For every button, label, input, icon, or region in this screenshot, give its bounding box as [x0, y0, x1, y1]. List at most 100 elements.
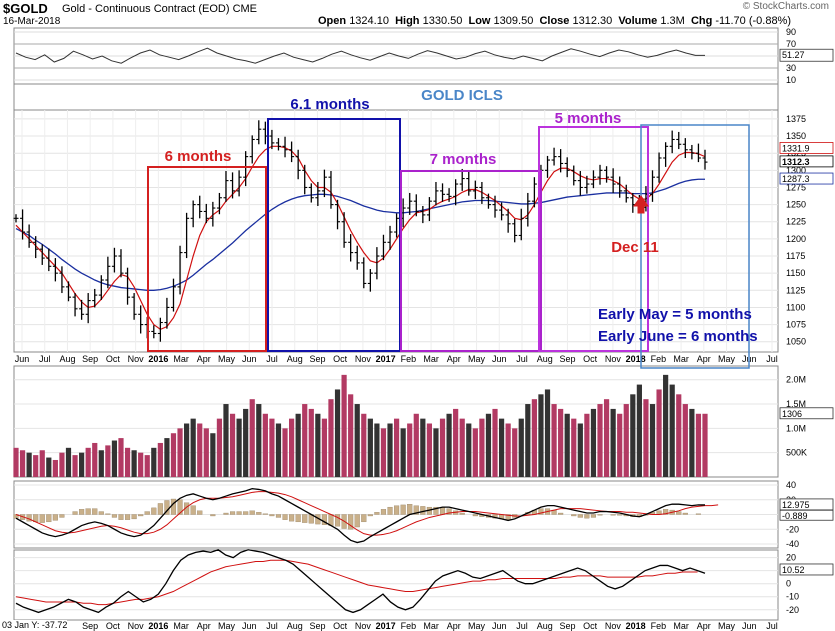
- macd-hist-bar: [282, 514, 288, 520]
- price-bar: [190, 200, 196, 228]
- price-bar: [426, 197, 432, 222]
- x-tick-label: Oct: [333, 354, 348, 364]
- price-bar: [492, 195, 498, 218]
- x-tick-label: May: [718, 354, 736, 364]
- volume-bar: [243, 408, 249, 477]
- volume-bar: [124, 447, 131, 477]
- volume-bar: [663, 374, 669, 477]
- price-tick-label: 1150: [786, 268, 805, 278]
- volume-bar: [184, 423, 190, 477]
- price-tick-label: 1125: [786, 285, 805, 295]
- macd-hist-bar: [236, 511, 242, 515]
- price-bar: [433, 181, 439, 206]
- x-tick-label: Mar: [673, 354, 689, 364]
- early-may-label: Early May = 5 months: [598, 306, 752, 323]
- volume-bar: [46, 457, 52, 477]
- volume-tick-label: 1.5M: [786, 399, 806, 409]
- x-tick-label: 2017: [376, 354, 396, 364]
- macd-hist-bar: [210, 514, 216, 517]
- price-bar: [131, 293, 137, 320]
- x-tick-label: Nov: [605, 354, 622, 364]
- price-bar: [289, 141, 295, 163]
- x-tick-label: Aug: [537, 354, 553, 364]
- macd-hist-bar: [229, 511, 236, 515]
- macd-hist-bar: [289, 514, 295, 522]
- macd-hist-bar: [348, 514, 354, 530]
- x-tick-label: 2018: [626, 354, 646, 364]
- volume-bar: [210, 433, 216, 477]
- volume-bar: [26, 452, 32, 477]
- bottom-x-tick-label: Feb: [651, 621, 667, 631]
- bottom-x-tick-label: May: [218, 621, 236, 631]
- volume-bar: [466, 423, 472, 477]
- volume-bar: [472, 428, 478, 477]
- macd-value-label: 12.975: [782, 500, 810, 510]
- macd-hist-bar: [433, 506, 439, 515]
- rsi-tick-label: 10: [786, 75, 796, 85]
- price-bar: [676, 131, 682, 150]
- price-bar: [597, 164, 603, 185]
- volume-bar: [164, 438, 170, 477]
- cycle-box-1: [147, 166, 267, 352]
- volume-bar: [59, 452, 65, 477]
- volume-tick-label: 1.0M: [786, 423, 806, 433]
- volume-bar: [623, 404, 629, 477]
- price-bar: [46, 248, 52, 272]
- price-bar: [341, 212, 347, 248]
- macd-hist-bar: [597, 514, 603, 516]
- bottom-x-tick-label: Aug: [537, 621, 553, 631]
- price-tag-box: [779, 142, 834, 154]
- bottom-x-tick-label: Oct: [583, 621, 598, 631]
- macd-hist-value-box: [779, 509, 834, 521]
- price-bar: [125, 267, 131, 305]
- volume-bar: [282, 428, 288, 477]
- bottom-x-tick-label: Jun: [492, 621, 507, 631]
- volume-bar: [111, 440, 118, 477]
- macd-hist-bar: [157, 503, 163, 515]
- volume-tick-label: 500K: [786, 448, 807, 458]
- volume-bar: [269, 418, 275, 477]
- price-bar: [98, 275, 104, 300]
- price-bar: [413, 194, 419, 217]
- price-bar: [79, 299, 85, 320]
- volume-bar: [13, 447, 19, 477]
- panel-osc-frame: [13, 549, 779, 621]
- symbol-label: $GOLD: [3, 1, 48, 16]
- bottom-x-tick-label: Jul: [516, 621, 528, 631]
- volume-bar: [682, 404, 688, 477]
- bottom-x-tick-label: 2018: [626, 621, 646, 631]
- volume-bar: [407, 423, 413, 477]
- volume-bar: [33, 455, 39, 477]
- bottom-x-tick-label: 2016: [148, 621, 168, 631]
- volume-value-label: 1306: [782, 409, 802, 419]
- volume-bar: [341, 374, 347, 477]
- macd-hist-bar: [354, 514, 360, 528]
- volume-bar: [72, 455, 78, 477]
- early-june-label: Early June = 6 months: [598, 328, 758, 345]
- macd-hist-bar: [400, 504, 406, 515]
- osc-value-box: [779, 563, 834, 576]
- volume-bar: [361, 413, 367, 477]
- x-tick-label: Aug: [287, 354, 303, 364]
- macd-hist-bar: [184, 502, 190, 515]
- volume-bar: [538, 394, 544, 477]
- price-bar: [571, 165, 577, 186]
- macd-hist-bar: [407, 504, 413, 515]
- price-bar: [164, 297, 170, 329]
- macd-hist-bar: [446, 508, 452, 515]
- price-bar: [335, 199, 341, 230]
- macd-hist-bar: [98, 511, 104, 515]
- bottom-x-tick-label: Mar: [173, 621, 189, 631]
- volume-bar: [79, 452, 85, 477]
- x-tick-label: Apr: [697, 354, 711, 364]
- volume-bar: [39, 450, 45, 477]
- open-value: 1324.10: [349, 15, 389, 27]
- exchange-text: CME: [232, 3, 258, 15]
- high-label: High: [395, 15, 420, 27]
- volume-bar: [321, 418, 328, 477]
- high-value: 1330.50: [422, 15, 463, 27]
- volume-bar: [505, 423, 511, 477]
- macd-hist-bar: [459, 512, 465, 515]
- price-bar: [315, 181, 321, 206]
- macd-hist-bar: [663, 509, 669, 515]
